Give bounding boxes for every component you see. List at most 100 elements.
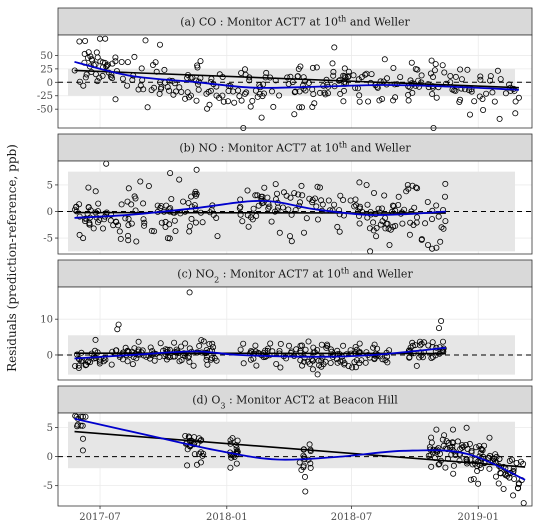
data-point bbox=[152, 59, 159, 66]
data-point bbox=[228, 454, 235, 461]
y-tick-label: 0 bbox=[47, 452, 53, 463]
panel-title: (d) O3 : Monitor ACT2 at Beacon Hill bbox=[192, 394, 398, 411]
data-point bbox=[77, 422, 84, 429]
data-point bbox=[390, 203, 397, 210]
data-point bbox=[450, 462, 457, 469]
data-point bbox=[475, 480, 482, 487]
data-point bbox=[428, 216, 435, 223]
y-tick-label: 0 bbox=[47, 350, 53, 361]
data-point bbox=[116, 353, 123, 360]
data-point bbox=[82, 38, 89, 45]
data-point bbox=[170, 91, 177, 98]
data-point bbox=[491, 98, 498, 105]
data-point bbox=[458, 444, 465, 451]
data-point bbox=[340, 98, 347, 105]
data-point bbox=[233, 445, 240, 452]
y-tick-label: -5 bbox=[43, 234, 53, 245]
data-point bbox=[291, 190, 298, 197]
data-point bbox=[92, 336, 99, 343]
data-point bbox=[240, 360, 247, 367]
data-point bbox=[330, 72, 337, 79]
data-point bbox=[258, 114, 265, 121]
data-point bbox=[156, 41, 163, 48]
data-point bbox=[209, 340, 216, 347]
data-point bbox=[433, 426, 440, 433]
data-point bbox=[133, 238, 140, 245]
data-point bbox=[477, 449, 484, 456]
data-point bbox=[438, 224, 445, 231]
data-point bbox=[311, 100, 318, 107]
data-point bbox=[157, 86, 164, 93]
data-point bbox=[381, 56, 388, 63]
data-point bbox=[315, 357, 322, 364]
data-point bbox=[319, 201, 326, 208]
data-point bbox=[435, 213, 442, 220]
data-point bbox=[206, 340, 213, 347]
data-point bbox=[390, 97, 397, 104]
data-point bbox=[302, 346, 309, 353]
data-point bbox=[259, 93, 266, 100]
data-point bbox=[479, 96, 486, 103]
y-tick-label: 10 bbox=[40, 315, 53, 326]
data-point bbox=[373, 224, 380, 231]
data-point bbox=[364, 201, 371, 208]
y-tick-label: -5 bbox=[43, 481, 53, 492]
data-point bbox=[487, 73, 494, 80]
data-point bbox=[424, 198, 431, 205]
data-point bbox=[80, 435, 87, 442]
data-point bbox=[249, 216, 256, 223]
x-tick-label: 2017-07 bbox=[79, 512, 121, 523]
data-point bbox=[184, 89, 191, 96]
data-point bbox=[122, 344, 129, 351]
panel-border bbox=[57, 34, 533, 129]
data-point bbox=[429, 353, 436, 360]
data-point bbox=[511, 475, 518, 482]
data-point bbox=[432, 61, 439, 68]
data-point bbox=[459, 442, 466, 449]
data-point bbox=[371, 341, 378, 348]
data-point bbox=[84, 358, 91, 365]
data-point bbox=[376, 97, 383, 104]
data-point bbox=[495, 480, 502, 487]
data-point bbox=[309, 64, 316, 71]
data-point bbox=[109, 75, 116, 82]
data-point bbox=[375, 205, 382, 212]
linear-trend-line bbox=[74, 69, 519, 89]
data-point bbox=[492, 473, 499, 480]
data-point bbox=[80, 82, 87, 89]
data-point bbox=[337, 90, 344, 97]
data-point bbox=[497, 470, 504, 477]
data-point bbox=[220, 98, 227, 105]
y-tick-label: -50 bbox=[37, 105, 53, 116]
data-point bbox=[303, 215, 310, 222]
data-point bbox=[99, 59, 106, 66]
data-point bbox=[411, 204, 418, 211]
data-point bbox=[307, 460, 314, 467]
data-point bbox=[362, 359, 369, 366]
data-point bbox=[300, 464, 307, 471]
data-point bbox=[439, 338, 446, 345]
panel-b: (b) NO : Monitor ACT7 at 10th and Weller… bbox=[43, 133, 533, 255]
data-point bbox=[362, 71, 369, 78]
y-tick-label: 5 bbox=[47, 423, 53, 434]
data-point bbox=[299, 82, 306, 89]
data-point bbox=[334, 359, 341, 366]
data-point bbox=[147, 344, 154, 351]
data-point bbox=[108, 361, 115, 368]
data-point bbox=[433, 244, 440, 251]
panel-strip bbox=[57, 133, 533, 162]
data-point bbox=[510, 492, 517, 499]
data-point bbox=[331, 44, 338, 51]
data-point bbox=[184, 462, 191, 469]
data-point bbox=[237, 346, 244, 353]
data-point bbox=[195, 86, 202, 93]
data-point bbox=[406, 231, 413, 238]
data-point bbox=[309, 104, 316, 111]
data-point bbox=[442, 464, 449, 471]
smooth-trend-line bbox=[74, 417, 526, 481]
data-point bbox=[456, 99, 463, 106]
data-point bbox=[413, 219, 420, 226]
data-point bbox=[99, 72, 106, 79]
data-point bbox=[377, 221, 384, 228]
data-point bbox=[341, 65, 348, 72]
